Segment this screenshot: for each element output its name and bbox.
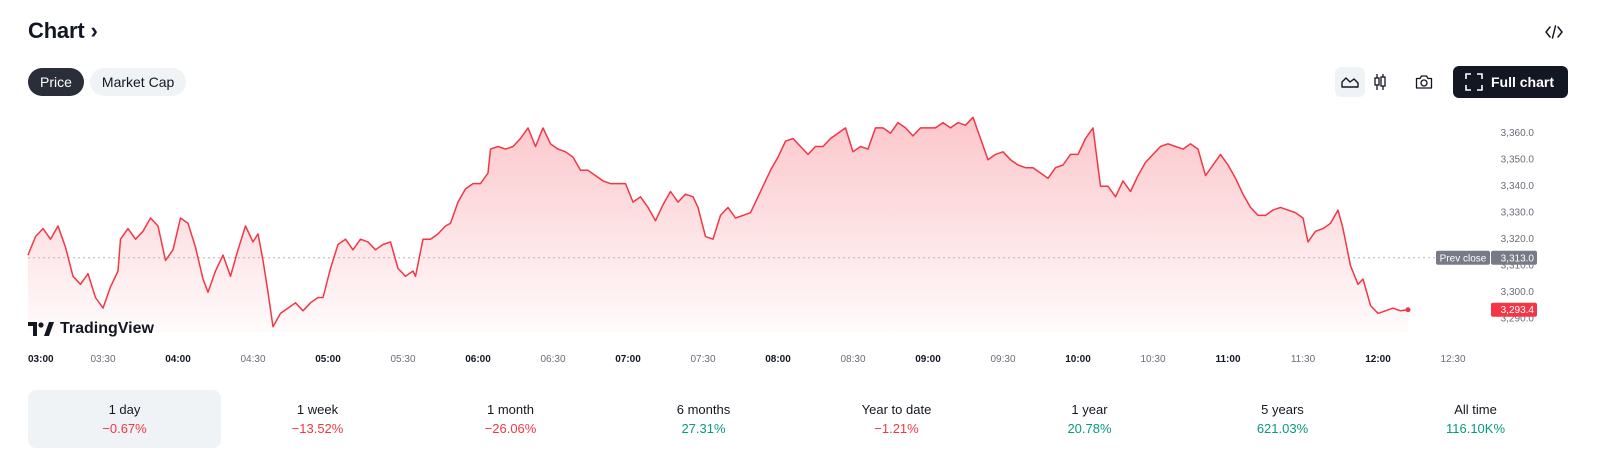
period-change: −26.06% (484, 421, 537, 436)
x-tick-label: 10:00 (1065, 354, 1091, 365)
full-chart-button[interactable]: Full chart (1452, 66, 1568, 98)
prev-close-label: Prev close (1440, 253, 1487, 264)
price-labels: Prev close 3,313.0 3,293.4 (1436, 250, 1537, 317)
prev-close-tag (1436, 250, 1490, 265)
period-change: −1.21% (874, 421, 919, 436)
period-change: 20.78% (1067, 421, 1112, 436)
x-tick-label: 05:00 (315, 354, 341, 365)
prev-close-value: 3,313.0 (1501, 253, 1535, 264)
last-price-value: 3,293.4 (1501, 305, 1535, 316)
y-tick-label: 3,330.0 (1501, 208, 1535, 219)
period-change: 116.10K% (1445, 421, 1506, 436)
period-label: 1 week (296, 402, 339, 417)
x-tick-label: 07:00 (615, 354, 641, 365)
full-chart-label: Full chart (1490, 74, 1554, 90)
tradingview-logo: TradingView (28, 320, 154, 338)
period-1-month[interactable]: 1 month −26.06% (414, 390, 607, 448)
chevron-right-icon: › (90, 18, 98, 43)
chart-title-link[interactable]: Chart › (28, 18, 98, 44)
period-label: All time (1454, 402, 1497, 417)
chart-toolbar: Full chart (1334, 66, 1568, 98)
series-line (27, 116, 1409, 328)
y-tick-label: 3,350.0 (1501, 155, 1535, 166)
camera-icon[interactable] (1409, 67, 1439, 97)
prev-close-value-tag (1491, 250, 1537, 265)
period-change: 27.31% (681, 421, 726, 436)
x-tick-label: 11:00 (1215, 354, 1240, 365)
x-tick-label: 08:00 (765, 354, 791, 365)
period-label: 6 months (676, 402, 731, 417)
x-tick-label: 09:00 (915, 354, 941, 365)
candlestick-icon[interactable] (1365, 67, 1395, 97)
y-tick-label: 3,360.0 (1501, 128, 1535, 139)
period-all-time[interactable]: All time 116.10K% (1379, 390, 1572, 448)
x-tick-label: 09:30 (990, 354, 1015, 365)
last-price-point (1405, 307, 1411, 313)
market-cap-toggle[interactable]: Market Cap (89, 68, 187, 96)
x-tick-label: 06:30 (540, 354, 565, 365)
area-chart-icon[interactable] (1334, 67, 1365, 97)
price-toggle[interactable]: Price (28, 68, 84, 96)
period-1-day[interactable]: 1 day −0.67% (28, 390, 221, 448)
x-tick-label: 03:30 (90, 354, 115, 365)
x-tick-label: 12:30 (1440, 354, 1465, 365)
y-tick-label: 3,300.0 (1501, 287, 1535, 298)
x-tick-label: 08:30 (840, 354, 865, 365)
x-tick-label: 06:00 (465, 354, 491, 365)
y-tick-label: 3,290.0 (1501, 314, 1535, 325)
x-tick-label: 12:00 (1365, 354, 1391, 365)
period-label: 5 years (1261, 402, 1304, 417)
chart-mode-toggle: Price Market Cap (28, 68, 187, 96)
tradingview-logo-icon (28, 322, 54, 336)
period-year-to-date[interactable]: Year to date −1.21% (800, 390, 993, 448)
period-1-year[interactable]: 1 year 20.78% (993, 390, 1186, 448)
period-selector: 1 day −0.67% 1 week −13.52% 1 month −26.… (28, 390, 1572, 448)
plot-area (27, 116, 1486, 332)
x-tick-label: 10:30 (1140, 354, 1165, 365)
fullscreen-icon (1465, 73, 1483, 91)
x-tick-label: 04:00 (165, 354, 191, 365)
period-1-week[interactable]: 1 week −13.52% (221, 390, 414, 448)
last-price-tag (1491, 302, 1537, 317)
y-tick-label: 3,310.0 (1501, 261, 1535, 272)
x-tick-label: 07:30 (690, 354, 715, 365)
period-label: 1 month (487, 402, 534, 417)
period-6-months[interactable]: 6 months 27.31% (607, 390, 800, 448)
price-chart[interactable]: 3,290.0 3,300.0 3,310.0 3,320.0 3,330.0 3,340… (0, 112, 1600, 374)
x-tick-label: 05:30 (390, 354, 415, 365)
code-icon[interactable] (1544, 22, 1564, 42)
period-change: 621.03% (1256, 421, 1309, 436)
x-tick-label: 04:30 (240, 354, 265, 365)
period-label: Year to date (861, 402, 932, 417)
period-change: −13.52% (291, 421, 344, 436)
tradingview-logo-text: TradingView (60, 320, 154, 337)
y-tick-label: 3,320.0 (1501, 234, 1535, 245)
period-label: 1 year (1071, 402, 1108, 417)
y-tick-label: 3,340.0 (1501, 181, 1535, 192)
x-axis: 03:00 03:30 04:00 04:30 05:00 05:30 06:00 06:30… (28, 354, 1466, 365)
period-5-years[interactable]: 5 years 621.03% (1186, 390, 1379, 448)
period-change: −0.67% (102, 421, 147, 436)
page-title: Chart (28, 18, 85, 43)
x-tick-label: 11:30 (1291, 354, 1316, 365)
y-axis: 3,290.0 3,300.0 3,310.0 3,320.0 3,330.0 3,340… (1501, 128, 1535, 325)
x-tick-label: 03:00 (28, 354, 54, 365)
period-label: 1 day (108, 402, 141, 417)
